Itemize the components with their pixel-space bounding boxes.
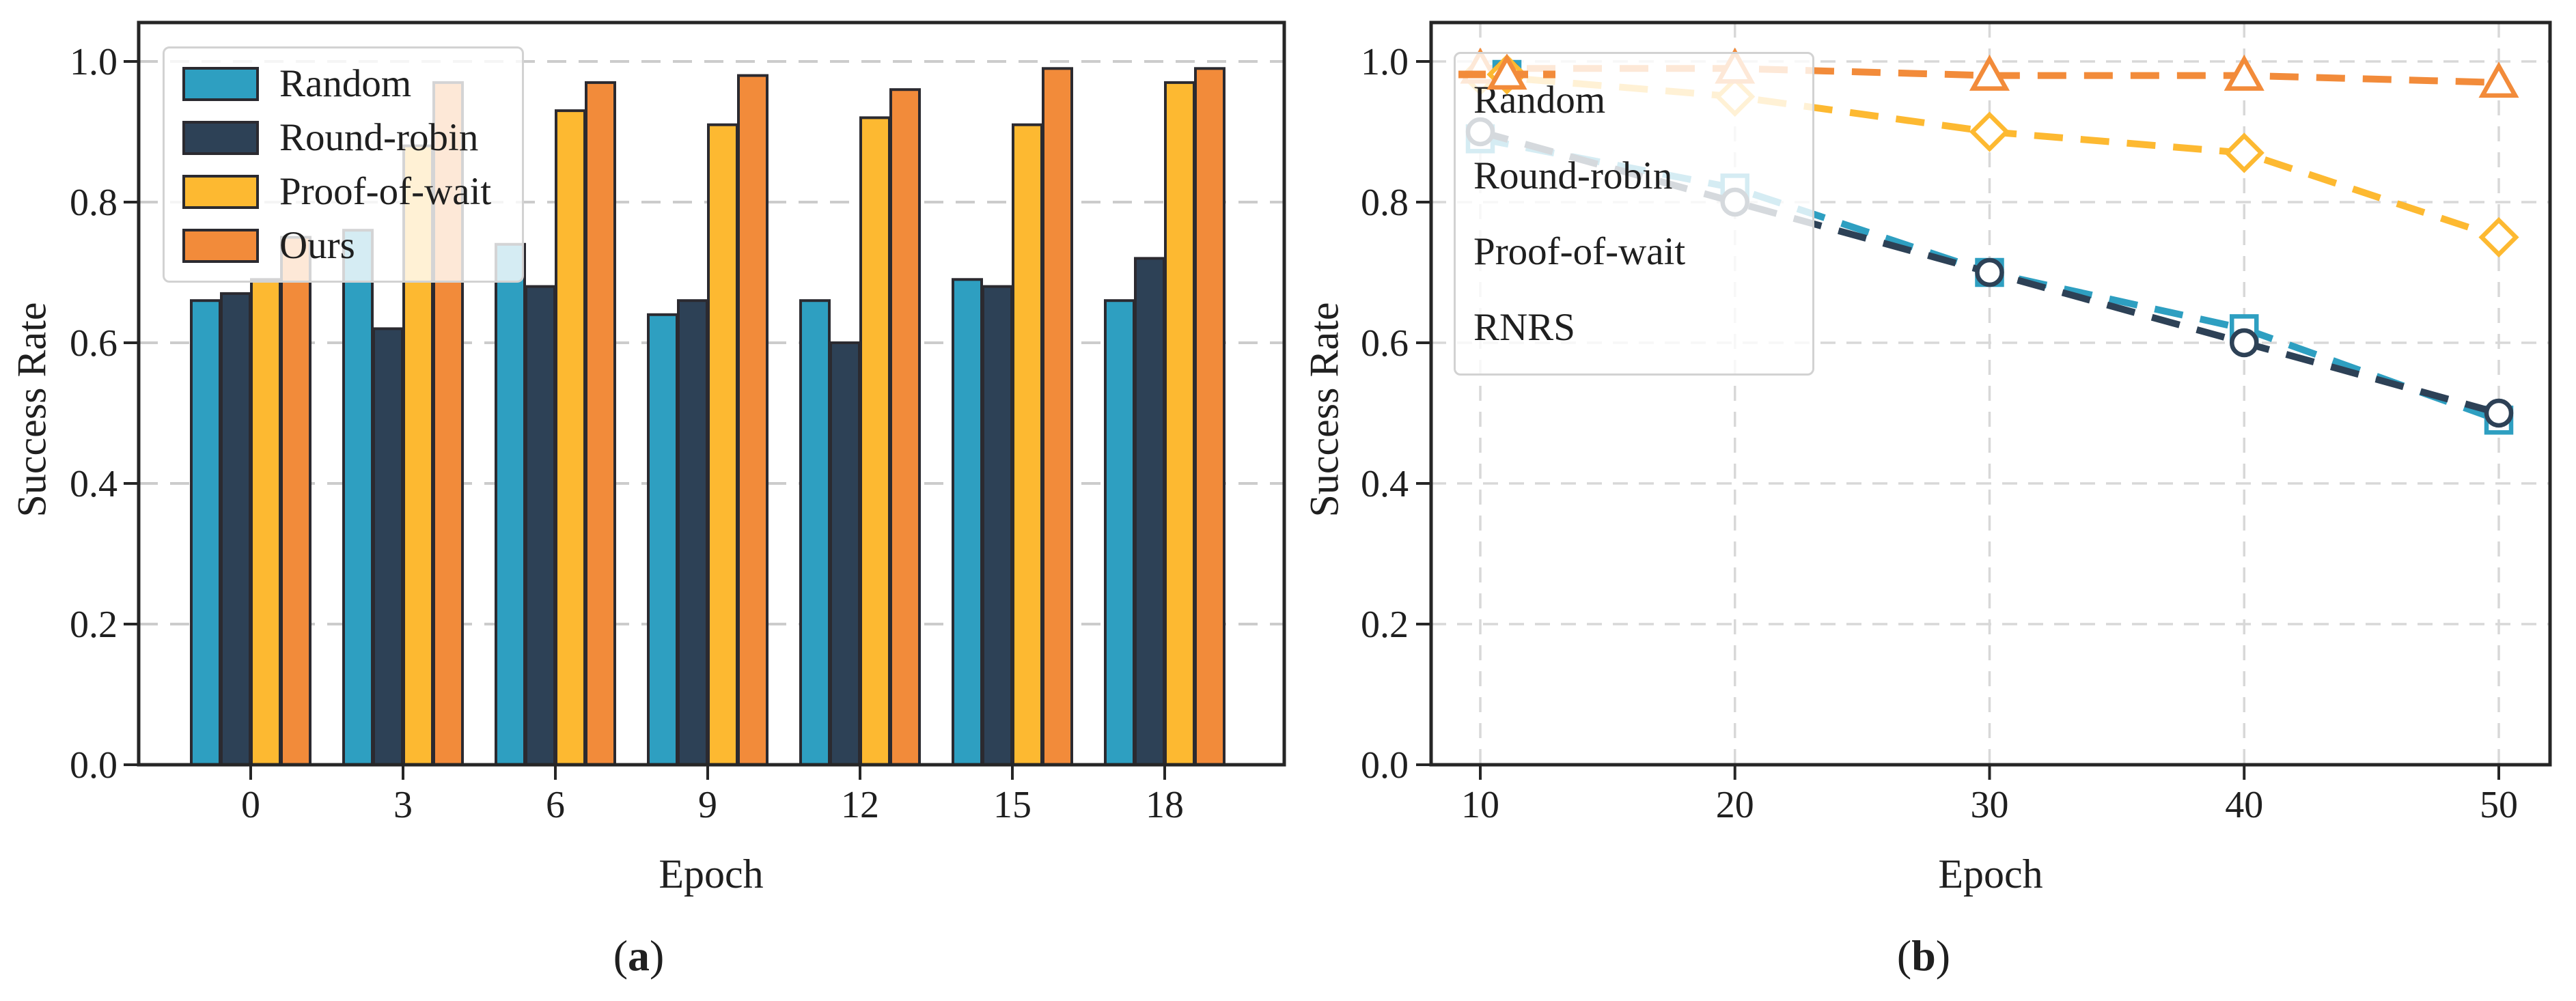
legend-item-ours: Ours (182, 223, 504, 268)
chart-b-ylabel: Success Rate (1301, 302, 1347, 518)
chart-b-ytick-label: 0.0 (1361, 744, 1409, 787)
chart-b-ytick-label: 0.4 (1361, 463, 1409, 505)
legend-item-proof-of-wait: Proof-of-wait (182, 169, 504, 214)
bar-round-robin-epoch0 (220, 292, 251, 766)
chart-a-xtick-label: 3 (393, 784, 413, 826)
legend-label: Round-robin (1473, 154, 1673, 197)
triangle-marker (1486, 54, 1527, 90)
bar-ours-epoch18 (1194, 67, 1225, 767)
chart-a-legend: Random Round-robin Proof-of-wait Ours (163, 46, 524, 283)
circle-marker (2230, 328, 2259, 358)
bar-ours-epoch0 (280, 236, 311, 766)
chart-a-xlabel: Epoch (659, 851, 764, 897)
bar-proof-of-wait-epoch15 (1012, 123, 1043, 766)
caption-b-open: ( (1896, 931, 1912, 980)
bar-ours-epoch6 (585, 81, 616, 766)
bar-random-epoch12 (799, 299, 831, 766)
caption-b-letter: b (1911, 931, 1936, 980)
chart-a-ytick-label: 0.6 (70, 322, 117, 365)
caption-a-close: ) (650, 931, 665, 980)
bar-proof-of-wait-epoch9 (707, 123, 738, 766)
line-rnrs (1480, 65, 2499, 86)
legend-line-sample (1458, 54, 1555, 90)
triangle-marker (1969, 54, 2010, 91)
chart-a-ytick-label: 1.0 (70, 41, 117, 83)
legend-label: Proof-of-wait (1473, 230, 1686, 273)
legend-swatch (182, 174, 259, 209)
chart-b-ytick-label: 0.6 (1361, 322, 1409, 365)
chart-a-xtick-label: 9 (698, 784, 717, 826)
chart-b-xlabel: Epoch (1938, 851, 2043, 897)
diamond-marker (2224, 132, 2265, 173)
chart-a-ytick-label: 0.4 (70, 463, 117, 505)
circle-marker (2484, 398, 2514, 428)
diamond-marker (2478, 216, 2519, 258)
chart-a-xtick-label: 6 (546, 784, 565, 826)
legend-label: RNRS (1473, 306, 1575, 349)
bar-random-epoch3 (342, 229, 374, 766)
bar-proof-of-wait-epoch12 (859, 116, 891, 766)
chart-a-ylabel: Success Rate (9, 302, 55, 518)
legend-label: Round-robin (279, 116, 479, 159)
legend-item-rnrs: RNRS (1458, 54, 1795, 350)
legend-swatch (182, 228, 259, 263)
bar-round-robin-epoch6 (525, 285, 556, 767)
chart-a-xtick-label: 18 (1146, 784, 1184, 826)
bar-random-epoch0 (190, 299, 221, 766)
chart-a-spines (137, 20, 1286, 767)
legend-label: Proof-of-wait (279, 170, 492, 213)
caption-a-open: ( (613, 931, 628, 980)
chart-b-xtick-label: 20 (1716, 784, 1754, 826)
chart-b-caption: (b) (1897, 931, 1950, 981)
legend-item-round-robin: Round-robin (1458, 59, 1795, 198)
bar-proof-of-wait-epoch18 (1164, 81, 1195, 766)
chart-a-xtick-label: 0 (241, 784, 260, 826)
chart-a-caption: (a) (613, 931, 665, 981)
bar-ours-epoch9 (737, 74, 768, 767)
legend-swatch (182, 66, 259, 101)
bar-round-robin-epoch3 (372, 327, 404, 766)
caption-a-letter: a (628, 931, 650, 980)
triangle-marker (2224, 54, 2265, 91)
chart-b-xtick-label: 10 (1461, 784, 1499, 826)
triangle-marker (2478, 61, 2519, 98)
circle-marker (1975, 257, 2004, 287)
bar-random-epoch18 (1104, 299, 1135, 766)
bar-round-robin-epoch9 (677, 299, 708, 766)
legend-item-random: Random (182, 61, 504, 106)
chart-b-ytick-label: 0.2 (1361, 604, 1409, 646)
chart-b-xtick-label: 40 (2225, 784, 2263, 826)
legend-item-round-robin: Round-robin (182, 115, 504, 160)
chart-b-ytick-label: 0.8 (1361, 182, 1409, 224)
legend-swatch (182, 120, 259, 155)
chart-b-ytick-label: 1.0 (1361, 41, 1409, 83)
bar-random-epoch6 (495, 242, 526, 766)
caption-b-close: ) (1935, 931, 1951, 980)
legend-label: Ours (279, 224, 355, 267)
bar-round-robin-epoch15 (982, 285, 1013, 767)
legend-item-proof-of-wait: Proof-of-wait (1458, 54, 1795, 274)
chart-a-xtick-label: 15 (993, 784, 1031, 826)
bar-random-epoch9 (647, 313, 678, 766)
chart-b-legend: Random Round-robin Proof-of-wait RNRS (1454, 52, 1814, 376)
legend-label: Random (279, 62, 412, 105)
chart-b-xtick-label: 30 (1971, 784, 2009, 826)
bar-round-robin-epoch18 (1134, 257, 1165, 766)
bar-random-epoch15 (952, 278, 983, 766)
chart-a-ytick-label: 0.8 (70, 182, 117, 224)
chart-a-ytick-label: 0.2 (70, 604, 117, 646)
chart-b-xtick-label: 50 (2480, 784, 2518, 826)
chart-a-xtick-label: 12 (841, 784, 879, 826)
bar-round-robin-epoch12 (829, 341, 861, 766)
bar-proof-of-wait-epoch6 (555, 109, 586, 767)
diamond-marker (1969, 111, 2010, 152)
bar-ours-epoch15 (1042, 67, 1073, 767)
bar-proof-of-wait-epoch0 (250, 278, 281, 766)
chart-a-ytick-label: 0.0 (70, 744, 117, 787)
bar-ours-epoch12 (889, 88, 921, 766)
